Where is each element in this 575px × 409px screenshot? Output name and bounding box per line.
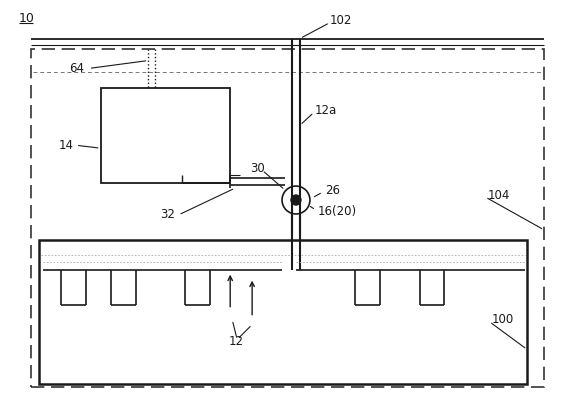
Text: 32: 32 [160,209,175,221]
Text: 26: 26 [325,184,340,197]
Bar [101,88,230,183]
Text: 104: 104 [488,189,509,202]
Text: 100: 100 [491,313,513,326]
Text: 12: 12 [228,335,243,348]
Text: 30: 30 [250,162,265,175]
Text: 10: 10 [19,12,35,25]
Text: 16(20): 16(20) [318,205,357,218]
Circle shape [291,195,301,205]
Text: 64: 64 [69,62,84,75]
Text: 102: 102 [330,14,352,27]
Bar [39,240,527,384]
Bar [31,49,544,387]
Text: 12a: 12a [315,104,337,117]
Text: 14: 14 [59,139,74,152]
